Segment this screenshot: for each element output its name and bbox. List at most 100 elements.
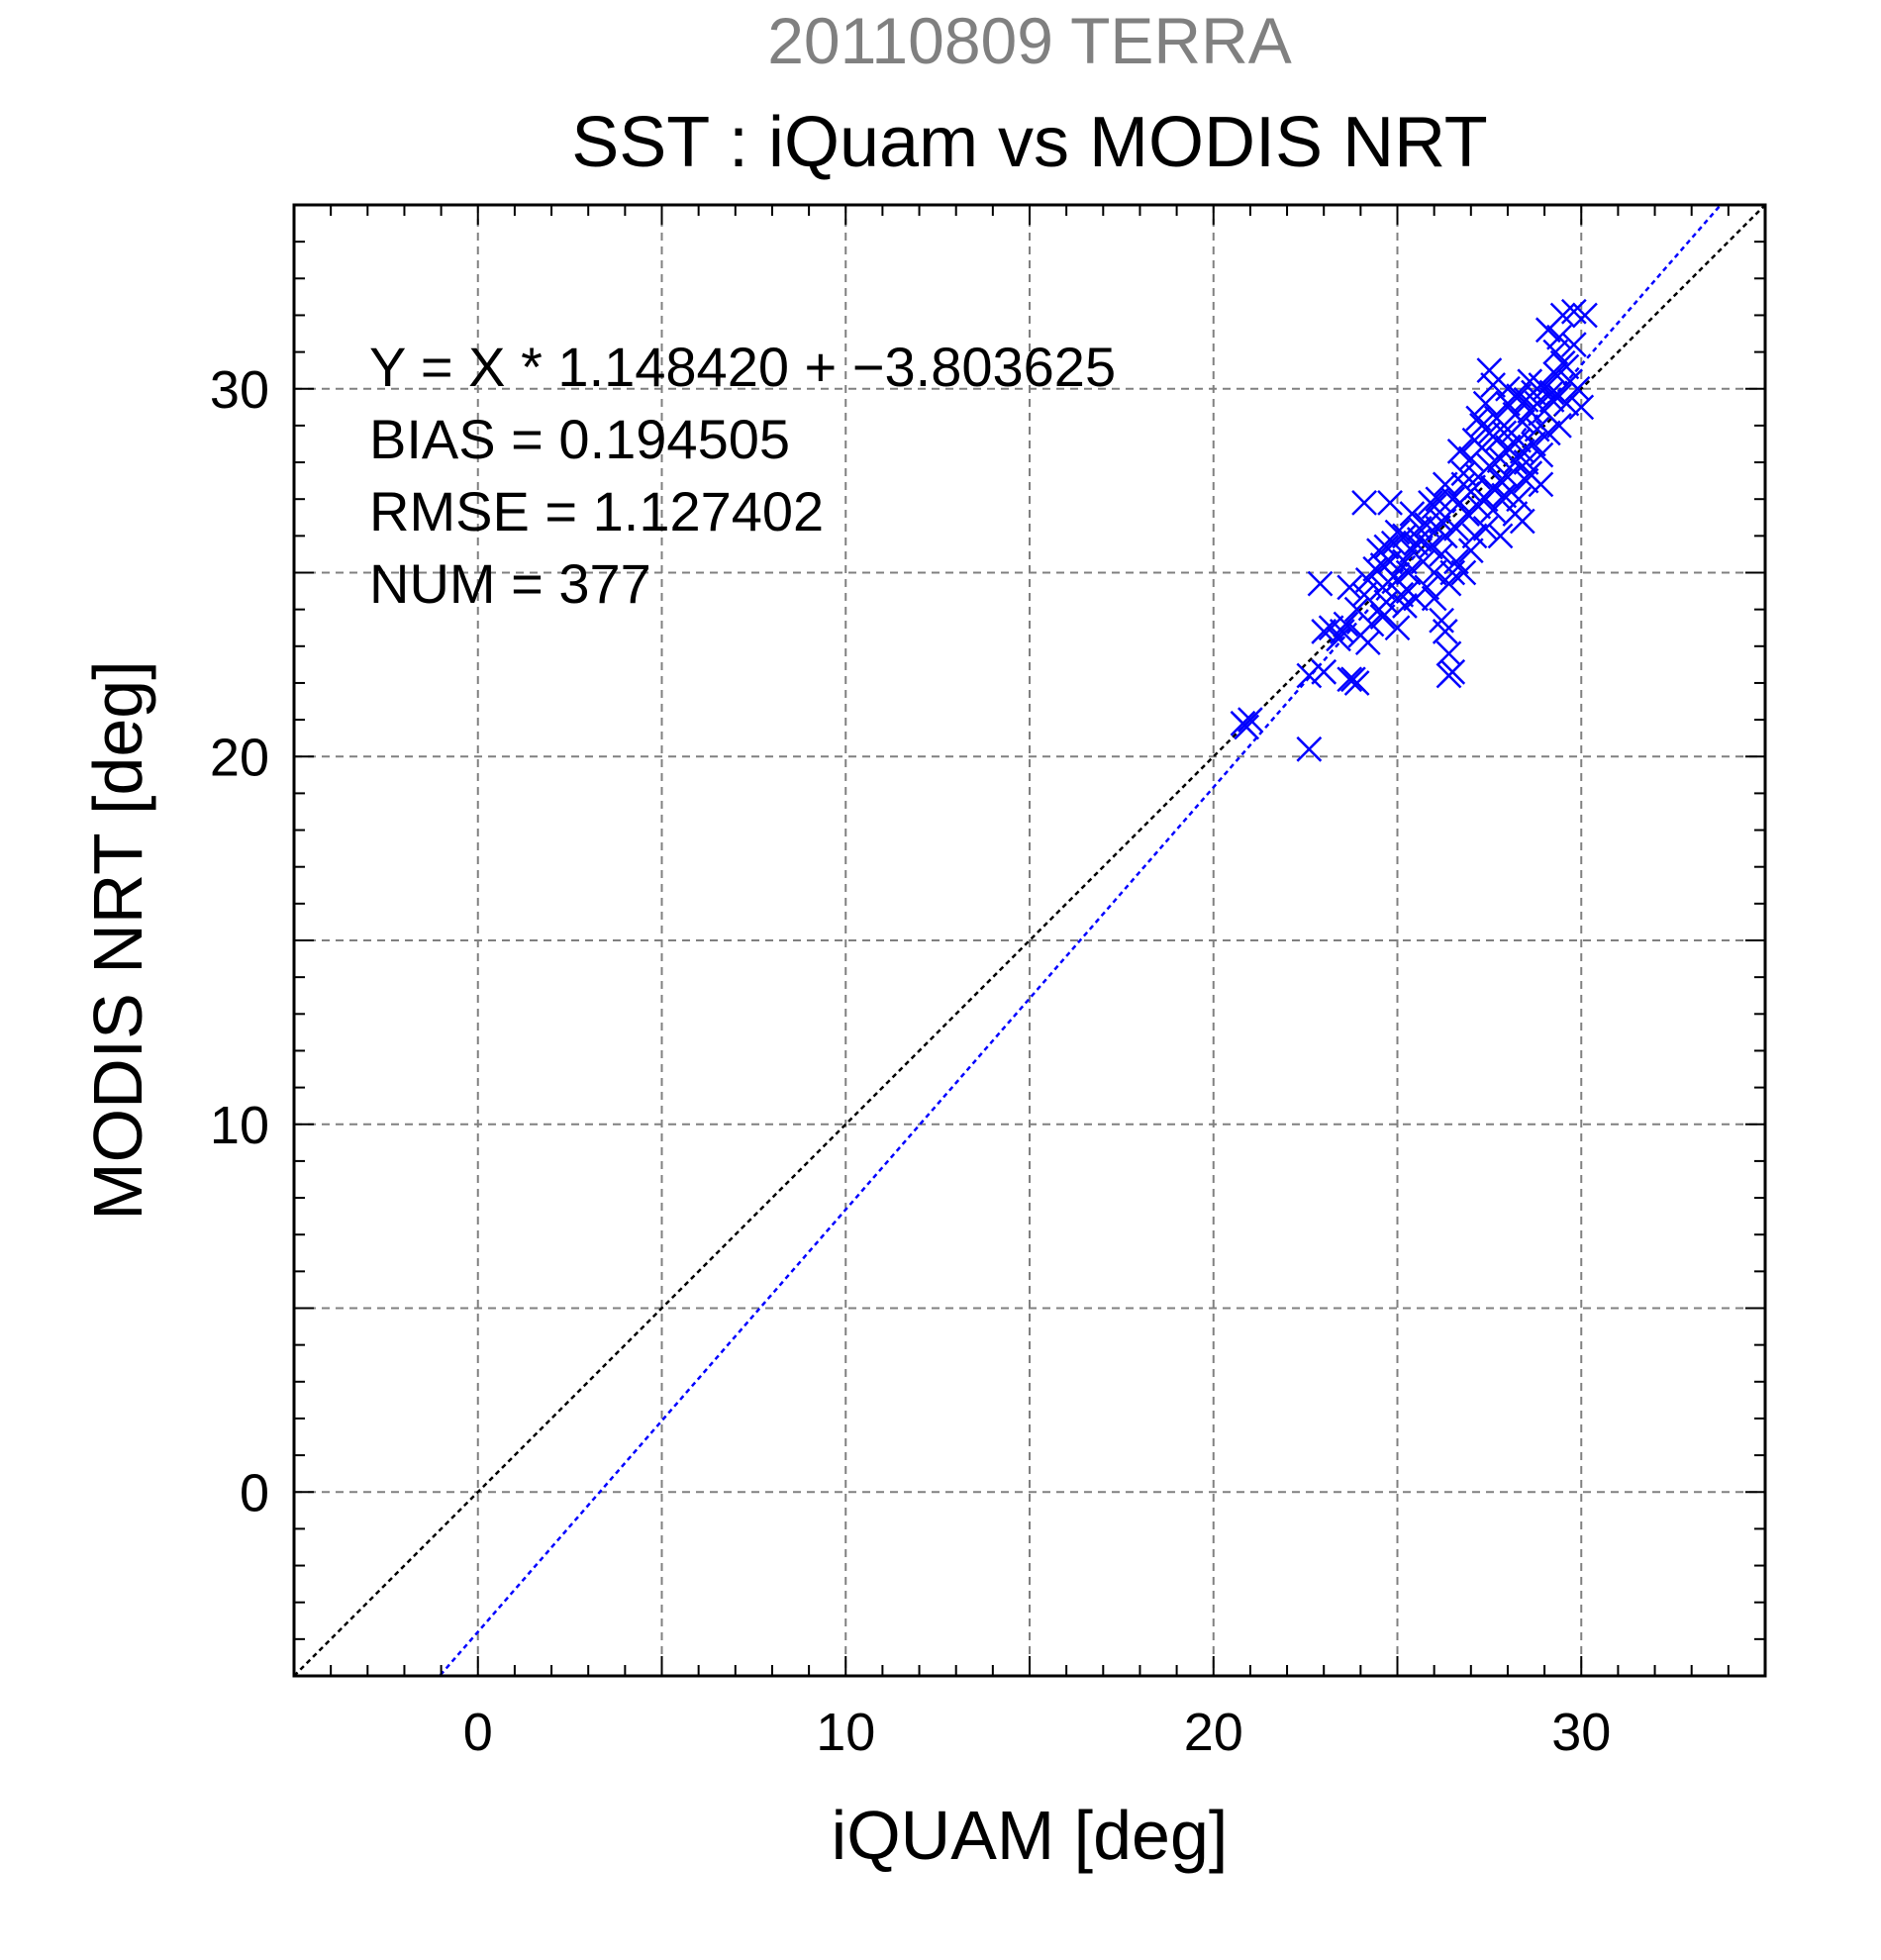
data-point-stroke xyxy=(1429,607,1454,634)
data-point-stroke xyxy=(1568,394,1595,421)
data-points xyxy=(1230,298,1598,762)
data-point-stroke xyxy=(1528,471,1554,498)
data-point xyxy=(1311,658,1337,685)
data-point-stroke xyxy=(1414,512,1440,539)
data-point-stroke xyxy=(1392,593,1418,619)
data-point-stroke xyxy=(1425,516,1451,541)
data-point-stroke xyxy=(1439,486,1466,513)
data-point xyxy=(1568,394,1595,421)
data-point-stroke xyxy=(1443,516,1469,541)
data-point-stroke xyxy=(1480,372,1506,398)
data-point xyxy=(1351,490,1377,516)
data-point-stroke xyxy=(1572,302,1598,329)
data-point-stroke xyxy=(1333,611,1359,637)
data-point-stroke xyxy=(1392,523,1418,549)
data-point-stroke xyxy=(1358,611,1385,637)
data-point xyxy=(1487,523,1514,549)
data-point-stroke xyxy=(1487,523,1514,549)
data-point-stroke xyxy=(1343,670,1370,696)
data-point-stroke xyxy=(1553,390,1580,417)
data-point xyxy=(1234,714,1260,740)
data-point xyxy=(1495,375,1521,402)
data-point xyxy=(1436,570,1462,597)
data-point xyxy=(1329,619,1355,644)
y-tick-label: 20 xyxy=(210,728,269,787)
data-point-stroke xyxy=(1418,490,1443,516)
data-point-stroke xyxy=(1553,353,1580,380)
data-point xyxy=(1307,570,1334,597)
data-point-stroke xyxy=(1307,570,1334,597)
data-point xyxy=(1446,439,1473,464)
x-tick-label: 30 xyxy=(1551,1703,1611,1762)
data-point-stroke xyxy=(1354,630,1381,655)
data-point-stroke xyxy=(1472,390,1499,417)
data-point-stroke xyxy=(1311,658,1337,685)
data-point-stroke xyxy=(1406,527,1433,552)
data-point xyxy=(1366,596,1392,623)
data-point xyxy=(1425,516,1451,541)
data-point xyxy=(1457,478,1484,505)
data-point-stroke xyxy=(1366,596,1392,623)
data-point xyxy=(1450,460,1477,487)
data-point-stroke xyxy=(1234,714,1260,740)
chart-subtitle: SST : iQuam vs MODIS NRT xyxy=(571,103,1488,182)
data-point-stroke xyxy=(1502,501,1529,527)
data-point xyxy=(1418,490,1443,516)
data-point xyxy=(1454,501,1480,527)
data-point-stroke xyxy=(1534,317,1561,343)
data-point-stroke xyxy=(1509,409,1535,436)
data-point-stroke xyxy=(1560,332,1587,358)
data-point-stroke xyxy=(1399,501,1426,527)
y-tick-label: 10 xyxy=(210,1096,269,1155)
data-point-stroke xyxy=(1528,441,1554,468)
data-point xyxy=(1469,413,1495,439)
y-axis-label: MODIS NRT [deg] xyxy=(79,660,156,1220)
data-point-stroke xyxy=(1351,581,1377,608)
data-point xyxy=(1509,409,1535,436)
data-point xyxy=(1421,559,1447,586)
data-point-stroke xyxy=(1429,541,1454,567)
data-point xyxy=(1238,707,1263,733)
data-point xyxy=(1546,324,1572,350)
data-point xyxy=(1506,486,1532,513)
data-point xyxy=(1534,420,1561,446)
data-point-stroke xyxy=(1542,339,1569,365)
annotation-rmse: RMSE = 1.127402 xyxy=(369,480,824,542)
data-point-stroke xyxy=(1450,460,1477,487)
data-point-stroke xyxy=(1495,375,1521,402)
data-point xyxy=(1513,467,1539,494)
data-point xyxy=(1399,501,1426,527)
data-point-stroke xyxy=(1432,471,1458,498)
data-point xyxy=(1450,559,1477,586)
data-point-stroke xyxy=(1472,516,1499,541)
data-point xyxy=(1461,523,1488,549)
data-point xyxy=(1432,619,1458,644)
data-point-stroke xyxy=(1436,570,1462,597)
data-point-stroke xyxy=(1406,516,1433,541)
data-point-stroke xyxy=(1538,379,1565,406)
data-point-stroke xyxy=(1384,615,1411,641)
data-point xyxy=(1377,490,1403,516)
data-point-stroke xyxy=(1369,604,1396,630)
data-point-stroke xyxy=(1513,449,1539,475)
data-point xyxy=(1472,516,1499,541)
data-point xyxy=(1343,670,1370,696)
data-point xyxy=(1296,735,1323,762)
data-point xyxy=(1296,662,1323,689)
x-tick-label: 0 xyxy=(463,1703,493,1762)
data-point-stroke xyxy=(1476,357,1503,384)
data-point xyxy=(1369,604,1396,630)
data-point-stroke xyxy=(1439,658,1466,685)
data-point-stroke xyxy=(1388,581,1415,608)
data-point xyxy=(1392,593,1418,619)
data-point-stroke xyxy=(1506,427,1532,453)
data-point xyxy=(1432,471,1458,498)
data-point-stroke xyxy=(1296,735,1323,762)
y-tick-label: 30 xyxy=(210,360,269,420)
data-point-stroke xyxy=(1362,555,1389,582)
chart-title: 20110809 TERRA xyxy=(767,4,1292,77)
data-point-stroke xyxy=(1432,619,1458,644)
data-point xyxy=(1546,413,1572,439)
stats-annotation: Y = X * 1.148420 + −3.803625 BIAS = 0.19… xyxy=(369,336,1116,615)
data-point-stroke xyxy=(1534,420,1561,446)
